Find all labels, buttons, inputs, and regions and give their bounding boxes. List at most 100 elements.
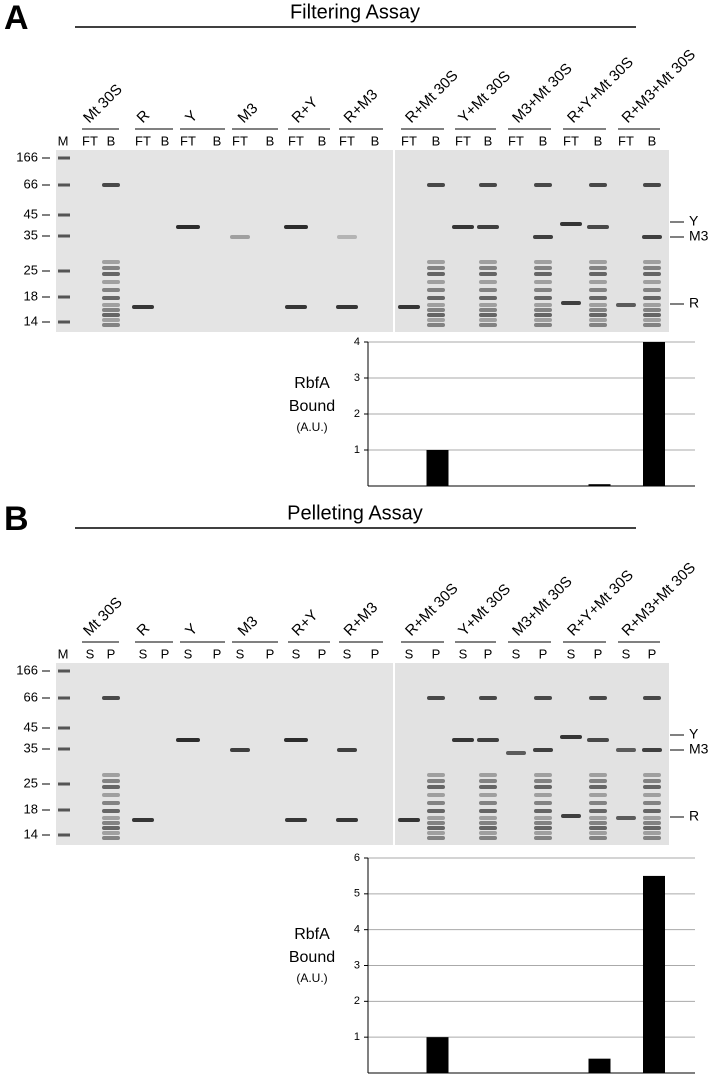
sample-label: Y+Mt 30S [455,68,514,127]
gel-band [589,323,607,327]
gel-band [102,696,120,700]
marker-label: 14 [24,826,38,841]
lane-label: B [107,133,116,148]
gel-band [479,831,497,835]
sample-label: Y [182,621,201,640]
gel-band [589,308,607,312]
gel-band [427,296,445,300]
gel-band [230,235,250,239]
gel-band [102,785,120,789]
gel-band [643,793,661,797]
gel-band [102,272,120,276]
gel-band [427,303,445,307]
gel-band [534,821,552,825]
gel-band [479,183,497,187]
sample-label: R [134,620,154,640]
gel-band [587,225,609,229]
marker-band [58,726,70,730]
lane-label: P [539,646,548,661]
gel-band [427,773,445,777]
marker-label: 166 [16,662,38,677]
marker-band [58,213,70,217]
marker-band [58,833,70,837]
sample-label: Y+Mt 30S [455,581,514,640]
gel-band [534,272,552,276]
gel-band [479,272,497,276]
gel-band [479,826,497,830]
gel-band [589,821,607,825]
gel-band [102,260,120,264]
lane-label: B [318,133,327,148]
gel-band [479,260,497,264]
marker-label: 45 [24,719,38,734]
y-axis-label: RbfA [294,375,330,392]
gel-band [643,260,661,264]
gel-band [589,773,607,777]
gel-band [427,785,445,789]
gel-band [102,313,120,317]
marker-band [58,234,70,238]
gel-band [643,313,661,317]
gel-right [395,663,669,845]
gel-band [427,801,445,805]
gel-band [479,303,497,307]
lane-label: P [213,646,222,661]
gel-band [336,305,358,309]
bar [643,875,665,1073]
gel-band [534,809,552,813]
lane-label: P [432,646,441,661]
gel-band [534,323,552,327]
gel-band [534,831,552,835]
gel-band [427,836,445,840]
gel-band [479,821,497,825]
panel-title: Pelleting Assay [287,502,423,524]
gel-band [479,308,497,312]
gel-band [230,748,250,752]
lane-label: P [371,646,380,661]
gel-band [427,280,445,284]
gel-band [479,779,497,783]
gel-band [560,222,582,226]
gel-band [284,738,308,742]
gel-band [427,308,445,312]
lane-label: S [139,646,148,661]
gel-band [534,785,552,789]
gel-band [479,816,497,820]
gel-band [102,773,120,777]
gel-band [452,738,474,742]
gel-band [427,318,445,322]
gel-band [533,235,553,239]
gel-band [427,809,445,813]
band-label: M3 [689,741,709,757]
gel-band [589,266,607,270]
gel-band [589,296,607,300]
gel-band [589,280,607,284]
gel-band [102,793,120,797]
sample-label: M3 [235,100,262,127]
gel-band [589,801,607,805]
gel-band [589,809,607,813]
gel-band [642,748,662,752]
gel-band [534,183,552,187]
gel-band [589,272,607,276]
band-label: M3 [689,228,709,244]
band-label: R [689,808,699,824]
sample-label: M3 [235,613,262,640]
sample-label: Mt 30S [80,81,126,127]
y-tick-label: 2 [354,408,360,420]
y-tick-label: 5 [354,888,360,900]
gel-band [643,836,661,840]
gel-band [427,288,445,292]
sample-label: R+Mt 30S [402,580,461,639]
gel-band [506,751,526,755]
gel-band [102,801,120,805]
lane-label: P [648,646,657,661]
gel-band [477,738,499,742]
lane-label: P [318,646,327,661]
gel-band [589,313,607,317]
gel-band [479,266,497,270]
gel-band [561,814,581,818]
panel-letter: A [4,0,29,37]
marker-label: 35 [24,227,38,242]
y-axis-label: (A.U.) [296,420,327,434]
